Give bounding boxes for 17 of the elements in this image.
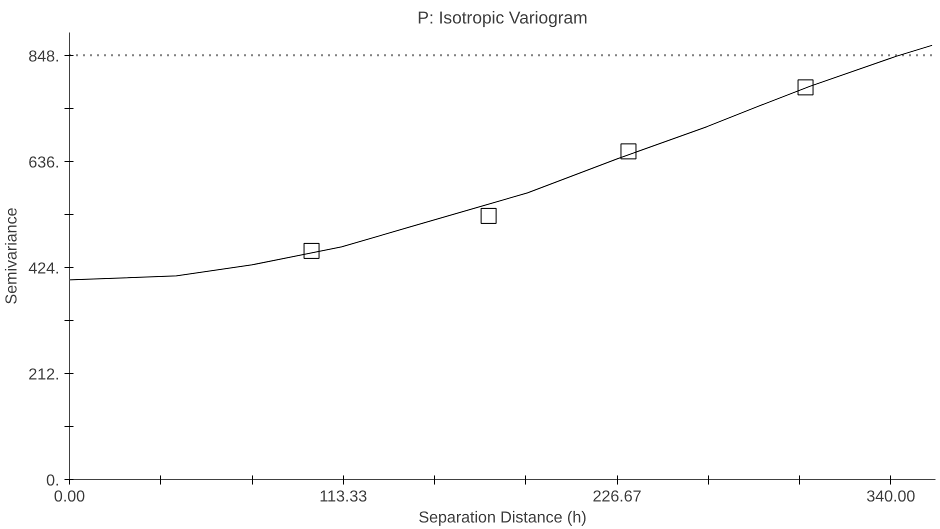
y-tick-label: 0. (46, 472, 60, 490)
x-tick-label: 340.00 (866, 488, 916, 506)
chart-title: P: Isotropic Variogram (417, 8, 588, 28)
point (304, 242, 320, 259)
y-tick-label: 424. (28, 260, 60, 278)
point (798, 79, 814, 96)
y-tick-label: 636. (28, 154, 60, 172)
point (620, 143, 636, 160)
x-tick-label: 0.00 (54, 488, 86, 506)
x-axis-title: Separation Distance (h) (418, 510, 587, 526)
y-tick-label: 848. (28, 48, 60, 66)
x-tick-label: 226.67 (592, 488, 642, 506)
y-tick-label: 212. (28, 366, 60, 384)
point (480, 208, 497, 224)
x-tick-label: 113.33 (319, 488, 368, 506)
y-axis-title: Semivariance (3, 207, 20, 304)
line-series (70, 44, 933, 280)
